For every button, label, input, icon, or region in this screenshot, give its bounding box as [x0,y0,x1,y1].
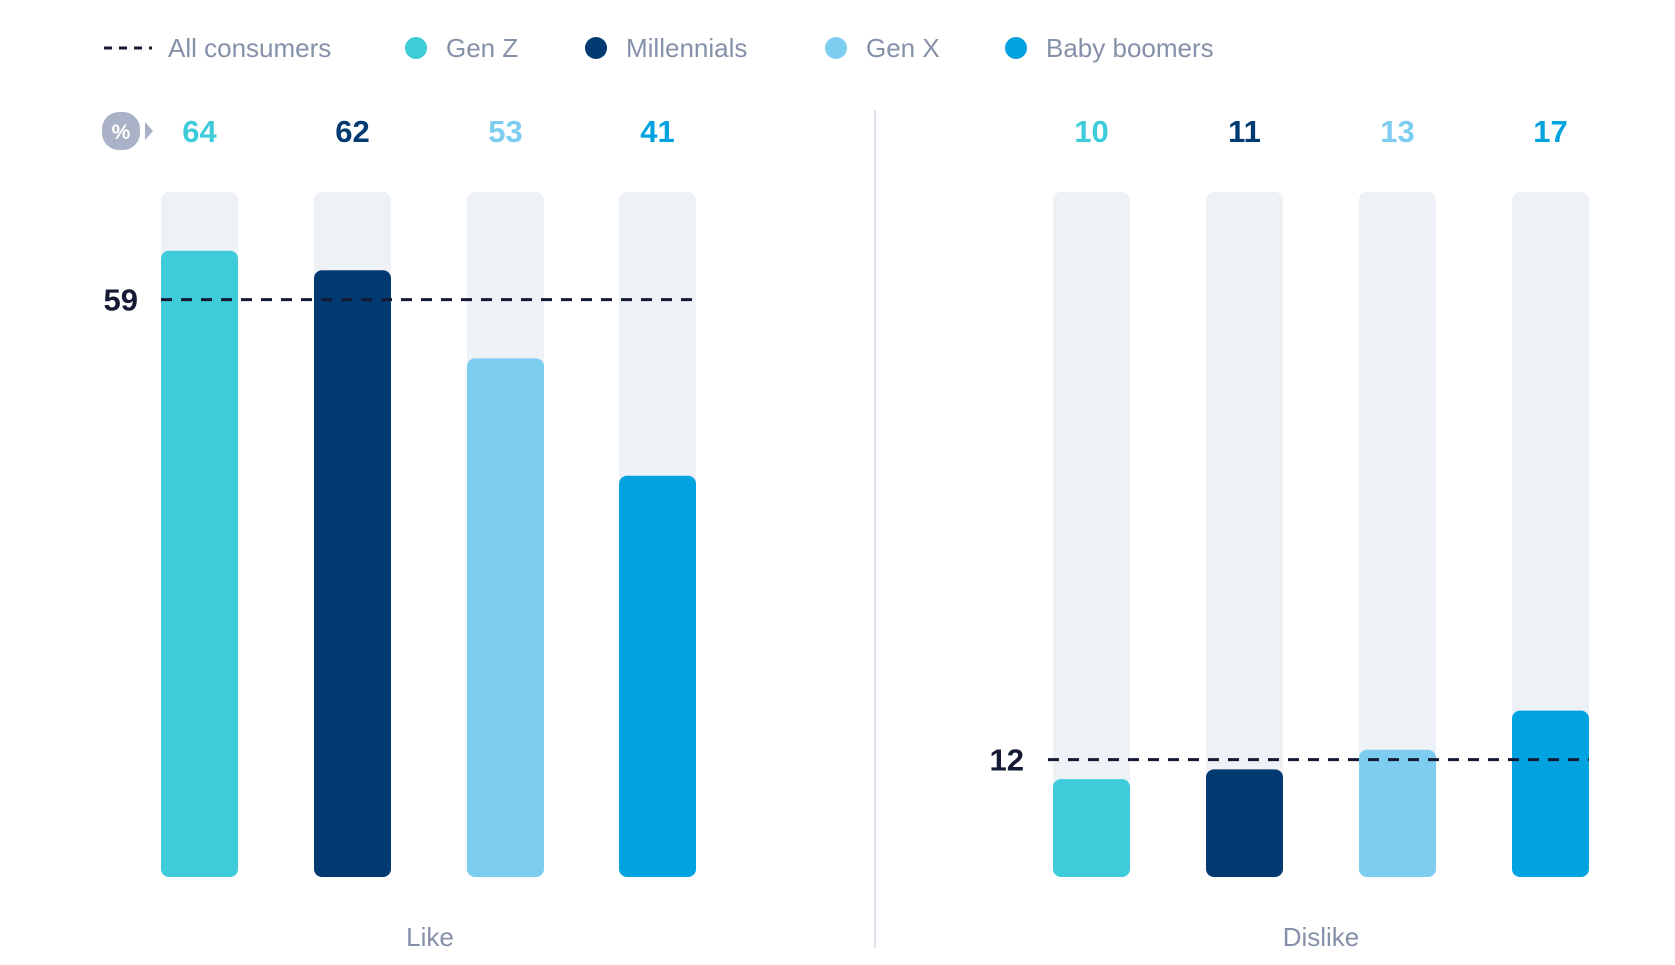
legend-dot-icon [1005,37,1027,59]
unit-label: % [112,121,131,144]
legend-label: Millennials [626,33,747,63]
bar [161,250,238,877]
bar-value-label: 64 [182,114,217,149]
legend-label: Gen X [866,33,940,63]
bar-value-label: 10 [1074,114,1108,149]
average-label: 12 [990,743,1024,778]
bar-track [1359,192,1436,877]
average-label: 59 [104,283,138,318]
legend-dot-icon [405,37,427,59]
bar [1206,769,1283,877]
bar [467,358,544,877]
bar-value-label: 53 [488,114,522,149]
legend-dot-icon [585,37,607,59]
bar-value-label: 13 [1380,114,1414,149]
bar [1359,749,1436,877]
legend-label: Baby boomers [1046,33,1214,63]
legend-label: Gen Z [446,33,518,63]
bar-value-label: 17 [1533,114,1567,149]
unit-badge-arrow-icon [145,122,153,140]
bar [619,475,696,877]
bar [1053,779,1130,877]
panel-category-label: Like [406,922,454,952]
bar-value-label: 62 [335,114,369,149]
bar-track [1206,192,1283,877]
legend-label: All consumers [168,33,331,63]
bar [1512,710,1589,877]
bar-value-label: 11 [1228,114,1261,149]
bar [314,270,391,877]
unit-badge [102,112,140,150]
legend-dot-icon [825,37,847,59]
bar-track [1512,192,1589,877]
bar-track [1053,192,1130,877]
bar-value-label: 41 [640,114,674,149]
panel-category-label: Dislike [1283,922,1360,952]
